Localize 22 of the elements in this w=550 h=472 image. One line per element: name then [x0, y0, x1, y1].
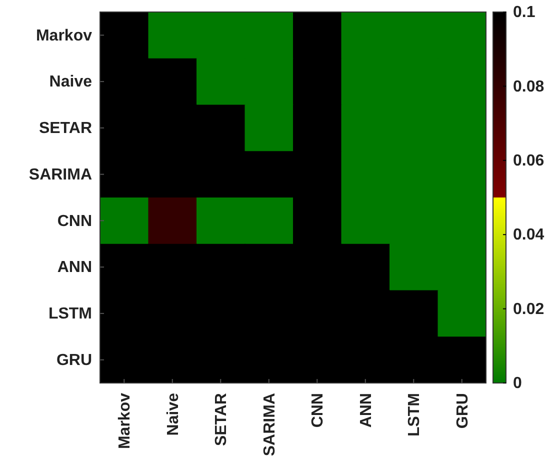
y-tick-label: GRU: [56, 352, 92, 369]
x-tick-label: SARIMA: [261, 392, 278, 456]
color-bar-label: 0.04: [513, 226, 544, 244]
y-tick-label: CNN: [57, 212, 92, 230]
x-tick-label: SETAR: [213, 392, 230, 446]
y-tick-label: SARIMA: [28, 166, 92, 184]
color-bar-label: 0.1: [513, 4, 536, 22]
color-bar-label: 0.06: [513, 152, 544, 170]
y-tick-label: SETAR: [38, 120, 92, 138]
y-tick-label: Naive: [49, 74, 92, 91]
x-tick-label: CNN: [310, 393, 327, 428]
y-tick-label: ANN: [57, 259, 92, 276]
color-bar-label: 0.08: [513, 78, 544, 96]
y-tick-label: Markov: [36, 27, 92, 44]
color-bar-label: 0: [513, 375, 522, 392]
y-tick-label: LSTM: [48, 306, 92, 323]
x-tick-label: ANN: [358, 393, 375, 428]
x-tick-label: GRU: [454, 393, 472, 429]
x-tick-label: Naive: [164, 392, 182, 436]
x-tick-label: LSTM: [406, 393, 424, 437]
x-tick-label: Markov: [116, 392, 134, 450]
color-bar-label: 0.02: [513, 300, 544, 318]
